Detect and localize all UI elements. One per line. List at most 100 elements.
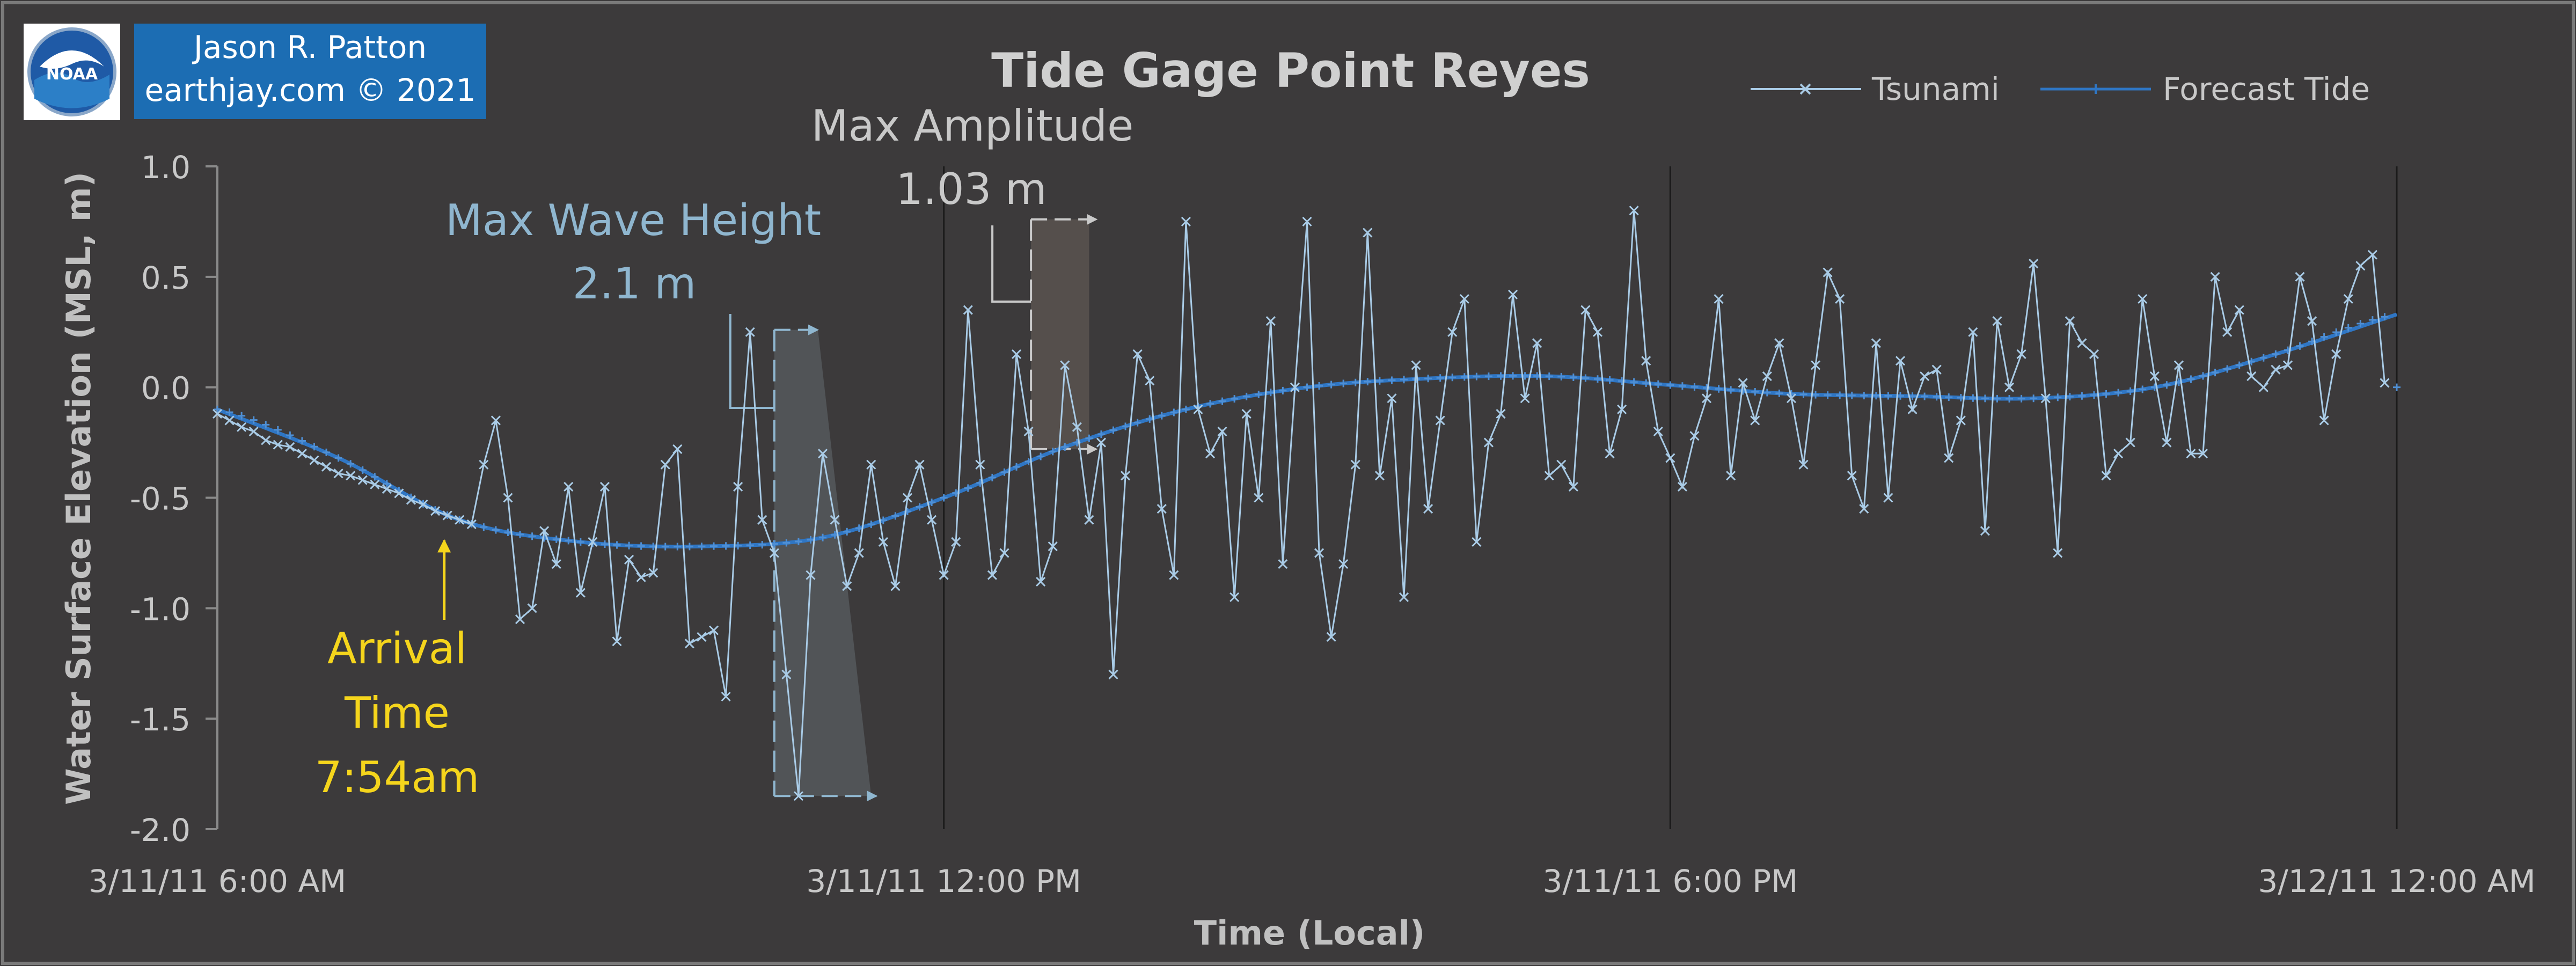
tsunami-point [1665,453,1675,463]
tsunami-point [515,614,525,624]
tsunami-point [1895,356,1906,366]
tsunami-point [1181,216,1191,226]
forecast-tide-marker [480,523,488,531]
forecast-tide-marker [1727,386,1735,394]
tsunami-point [212,409,223,419]
tsunami-point [1617,404,1627,414]
tsunami-point [1217,426,1227,437]
tsunami-point [1230,592,1240,602]
tsunami-point [721,691,731,702]
forecast-tide-marker [1848,391,1856,399]
tsunami-point [1326,632,1336,642]
tsunami-point [1871,338,1881,348]
max-wave-height-label: Max Wave Height [445,195,821,245]
forecast-tide-marker [734,541,742,550]
tsunami-point [842,581,852,591]
tsunami-point [2295,272,2305,282]
forecast-tide-marker [1170,408,1178,416]
tsunami-point [1048,541,1058,552]
tsunami-point [854,548,864,558]
forecast-tide-marker [2163,381,2171,389]
y-tick-label: -2.0 [130,812,191,848]
forecast-tide-marker [2017,394,2025,402]
tsunami-point [672,444,683,454]
forecast-tide-marker [1303,383,1311,391]
tsunami-point [1689,431,1700,441]
forecast-tide-marker [2066,393,2074,401]
tsunami-point [1132,349,1143,359]
tsunami-point [1435,415,1445,426]
forecast-tide-marker [613,541,621,549]
forecast-tide-marker [988,473,996,481]
series-tsunami [212,206,2390,801]
forecast-tide-marker [1945,393,1953,401]
tsunami-point [2258,382,2268,392]
forecast-tide-marker [334,454,342,462]
tsunami-point [1254,493,1264,503]
tsunami-point [2282,360,2293,370]
tsunami-line [217,210,2385,796]
tsunami-point [248,426,259,437]
tsunami-point [1920,371,1930,382]
forecast-tide-marker [1013,463,1021,471]
forecast-tide-marker [1097,430,1105,438]
tsunami-point [1835,294,1845,304]
forecast-tide-marker [2139,385,2147,393]
x-tick-labels: 3/11/11 6:00 AM 3/11/11 12:00 PM 3/11/11 6… [89,863,2536,899]
tsunami-point [2162,437,2172,448]
tsunami-point [2113,449,2124,459]
tsunami-point [2029,259,2039,269]
forecast-tide-marker [2054,393,2062,401]
tsunami-point [1532,338,1542,348]
tsunami-point [2331,349,2341,359]
forecast-tide-marker [1969,394,1977,402]
forecast-tide-marker [250,416,258,424]
x-tick-label: 3/11/11 12:00 PM [806,863,1081,899]
forecast-tide-marker [1678,382,1686,390]
tsunami-point [1677,481,1687,492]
forecast-tide-marker [2102,390,2110,398]
tsunami-point [1072,422,1082,432]
tsunami-point [660,459,670,470]
tsunami-point [1423,504,1433,514]
tsunami-point [1811,360,1821,370]
max-wave-height-bracket [729,314,774,409]
forecast-tide-marker [1061,443,1069,451]
y-tick-labels: 1.0 0.5 0.0 -0.5 -1.0 -1.5 -2.0 [130,149,191,848]
tsunami-point [1859,504,1869,514]
forecast-tide-marker [1690,383,1699,391]
tsunami-point [1823,267,1833,277]
tsunami-point [1169,570,1179,580]
tsunami-point [1205,449,1216,459]
forecast-tide-marker [2357,319,2365,327]
tsunami-point [2125,437,2135,448]
forecast-tide-marker [1000,468,1008,476]
tsunami-point [2355,261,2366,271]
forecast-tide-marker [504,529,512,537]
tsunami-point [2065,316,2075,326]
tsunami-point [939,570,949,580]
series-forecast-tide [214,312,2401,551]
forecast-tide-marker [565,537,573,545]
tsunami-point [2271,364,2281,375]
forecast-tide-marker [2393,383,2401,391]
forecast-tide-line [216,312,2398,549]
forecast-tide-marker [1582,374,1590,382]
forecast-tide-marker [286,431,294,440]
forecast-tide-marker [262,421,270,429]
arrival-label-line1: Arrival [327,624,467,674]
forecast-tide-marker [1824,391,1832,399]
forecast-tide-marker [238,412,246,420]
tsunami-point [1762,371,1772,382]
tsunami-point [1798,459,1809,470]
tsunami-point [1605,449,1615,459]
forecast-tide-marker [2187,375,2195,383]
tsunami-point [491,415,501,426]
tsunami-point [1641,356,1651,366]
forecast-tide-marker [1255,390,1263,398]
forecast-tide-marker [1218,397,1226,405]
tsunami-point [1483,437,1494,448]
forecast-tide-marker [1557,372,1565,380]
tsunami-point [370,479,380,489]
